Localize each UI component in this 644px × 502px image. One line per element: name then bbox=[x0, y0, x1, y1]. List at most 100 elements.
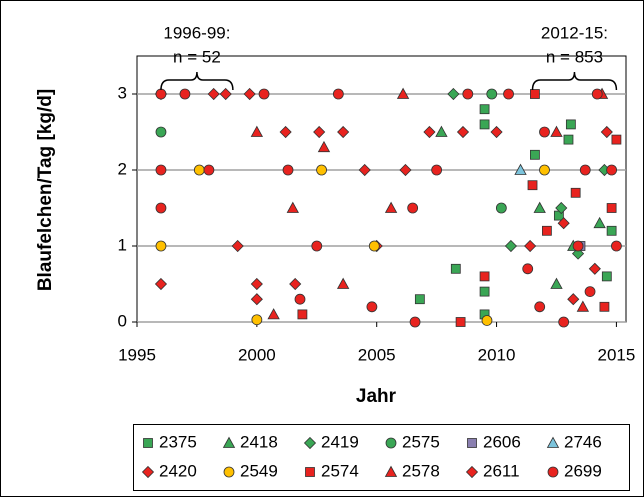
data-point bbox=[570, 187, 581, 198]
brace bbox=[531, 71, 618, 91]
data-point bbox=[606, 203, 617, 213]
data-point bbox=[414, 294, 425, 305]
annotation: n = 853 bbox=[546, 47, 603, 66]
data-point bbox=[593, 216, 606, 229]
data-point bbox=[600, 125, 613, 139]
data-point bbox=[282, 164, 294, 176]
data-point bbox=[435, 125, 448, 137]
annotation: n = 52 bbox=[173, 47, 221, 66]
legend-marker bbox=[303, 436, 317, 450]
data-point bbox=[251, 314, 263, 326]
y-tick-label: 3 bbox=[118, 83, 127, 102]
data-point bbox=[154, 277, 168, 291]
data-point bbox=[555, 201, 568, 215]
data-point bbox=[358, 163, 371, 177]
data-point bbox=[591, 88, 603, 100]
data-point bbox=[567, 293, 580, 306]
data-point bbox=[336, 277, 350, 289]
data-point bbox=[231, 239, 244, 253]
legend-marker bbox=[467, 438, 477, 448]
data-point bbox=[588, 262, 601, 275]
data-point bbox=[539, 126, 550, 138]
data-point bbox=[462, 88, 474, 100]
data-point bbox=[450, 263, 461, 274]
data-point bbox=[399, 163, 412, 177]
data-point bbox=[219, 87, 232, 101]
legend-marker bbox=[385, 437, 397, 449]
legend-marker bbox=[223, 466, 235, 478]
legend-label: 2611 bbox=[483, 461, 520, 480]
legend-label: 2699 bbox=[564, 461, 602, 480]
legend-marker bbox=[305, 467, 315, 477]
x-tick-label: 1995 bbox=[118, 345, 156, 364]
data-point bbox=[366, 301, 378, 313]
data-point bbox=[503, 88, 514, 100]
data-point bbox=[456, 125, 470, 139]
data-point bbox=[297, 309, 308, 320]
data-point bbox=[576, 300, 590, 312]
data-point bbox=[599, 301, 610, 312]
data-point bbox=[522, 263, 534, 275]
legend-label: 2418 bbox=[240, 432, 278, 451]
data-point bbox=[407, 202, 419, 214]
data-point bbox=[155, 88, 167, 100]
data-point bbox=[557, 217, 570, 230]
data-point bbox=[527, 180, 538, 191]
data-point bbox=[495, 202, 507, 214]
y-tick-label: 0 bbox=[118, 311, 127, 330]
legend-label: 2419 bbox=[321, 432, 359, 451]
data-point bbox=[279, 125, 292, 139]
legend-marker bbox=[143, 438, 153, 448]
data-point bbox=[423, 125, 436, 139]
x-tick-label: 2010 bbox=[478, 345, 516, 364]
data-point bbox=[258, 88, 270, 100]
data-point bbox=[550, 125, 563, 137]
legend-label: 2575 bbox=[402, 432, 440, 451]
data-point bbox=[313, 125, 326, 139]
legend-marker bbox=[141, 465, 155, 479]
data-point bbox=[317, 140, 331, 153]
x-tick-label: 2015 bbox=[597, 345, 635, 364]
data-point bbox=[481, 315, 493, 326]
legend-marker bbox=[546, 436, 560, 448]
annotation: 2012-15: bbox=[541, 23, 608, 42]
legend-label: 2578 bbox=[402, 461, 440, 480]
data-point bbox=[479, 286, 490, 297]
legend-label: 2746 bbox=[564, 432, 602, 451]
data-point bbox=[294, 293, 306, 305]
data-point bbox=[534, 301, 546, 313]
data-point bbox=[611, 240, 622, 252]
data-point bbox=[533, 201, 546, 213]
legend-label: 2606 bbox=[483, 432, 521, 451]
data-point bbox=[455, 317, 466, 327]
data-point bbox=[572, 240, 584, 252]
legend-label: 2574 bbox=[321, 461, 359, 480]
data-point bbox=[250, 125, 264, 137]
data-point bbox=[267, 308, 280, 320]
data-point bbox=[601, 271, 612, 282]
data-point bbox=[611, 134, 622, 145]
data-point bbox=[479, 271, 490, 282]
data-point bbox=[479, 104, 490, 115]
legend-marker bbox=[222, 436, 236, 448]
data-point bbox=[203, 164, 215, 176]
data-point bbox=[337, 125, 350, 139]
data-point bbox=[486, 88, 498, 100]
data-point bbox=[524, 239, 537, 253]
data-point bbox=[431, 164, 443, 176]
data-point bbox=[558, 316, 570, 328]
x-tick-label: 2000 bbox=[238, 345, 276, 364]
data-point bbox=[584, 286, 596, 298]
legend-marker bbox=[384, 465, 398, 477]
data-point bbox=[504, 239, 518, 253]
data-point bbox=[530, 89, 540, 99]
legend-marker bbox=[465, 465, 479, 479]
legend-box bbox=[133, 424, 630, 491]
data-point bbox=[368, 240, 380, 252]
y-tick-label: 2 bbox=[118, 159, 127, 178]
brace bbox=[160, 71, 234, 91]
data-point bbox=[606, 225, 617, 236]
y-axis-label: Blaufelchen/Tag [kg/d] bbox=[35, 89, 56, 291]
